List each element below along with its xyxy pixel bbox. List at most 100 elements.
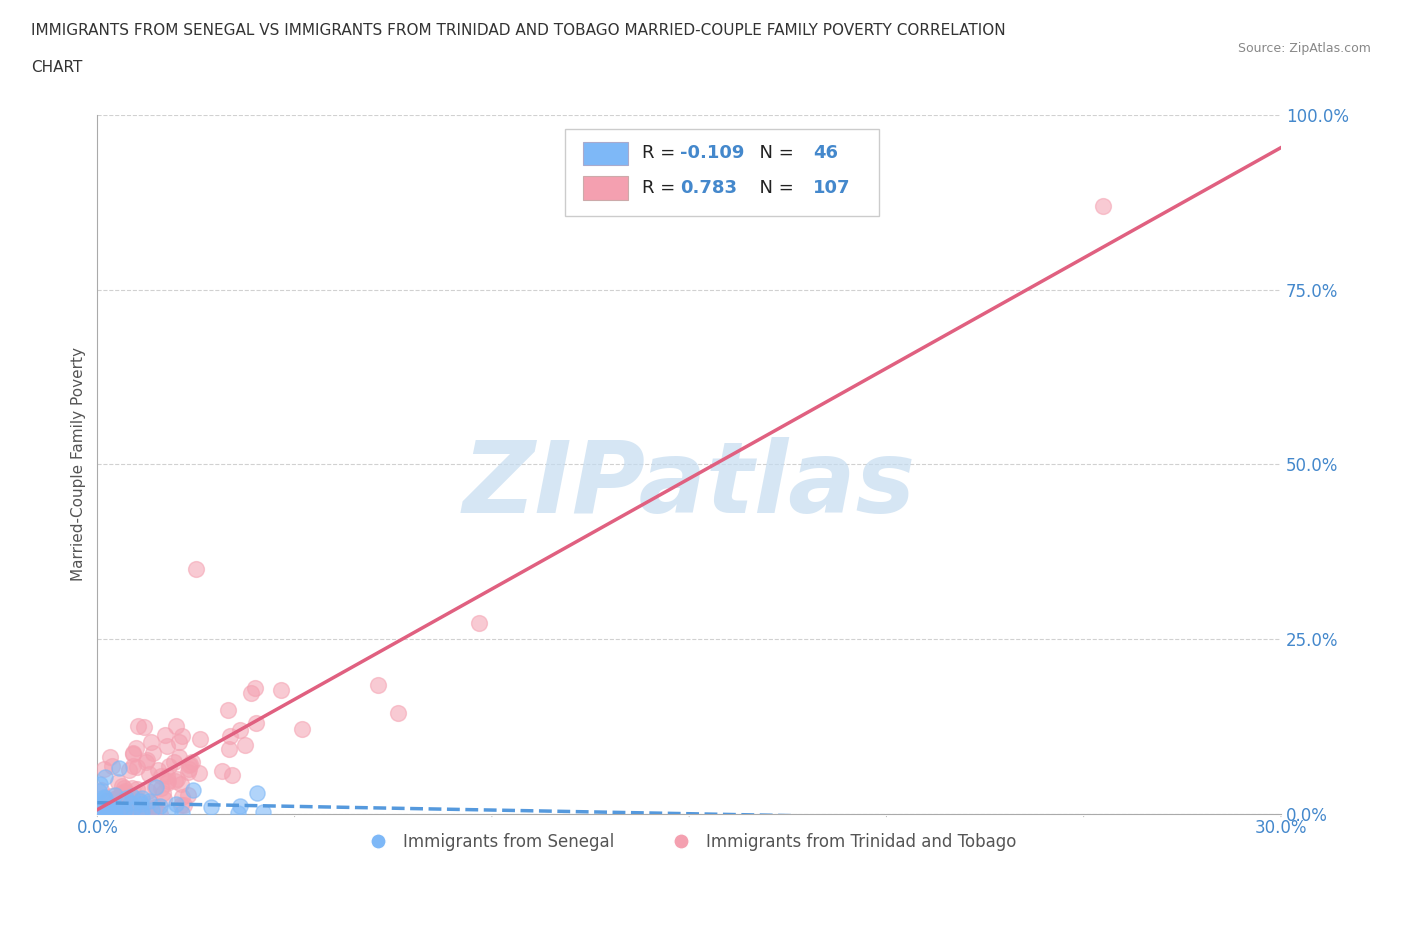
Point [125, 781, 148, 796]
Point [1092, 198, 1115, 213]
Text: IMMIGRANTS FROM SENEGAL VS IMMIGRANTS FROM TRINIDAD AND TOBAGO MARRIED-COUPLE FA: IMMIGRANTS FROM SENEGAL VS IMMIGRANTS FR… [31, 23, 1005, 38]
Point [87, 806, 110, 821]
Point [170, 729, 193, 744]
Point [117, 763, 139, 777]
Point [127, 719, 149, 734]
Point [115, 786, 138, 801]
Point [142, 746, 165, 761]
FancyBboxPatch shape [582, 141, 627, 166]
Text: 46: 46 [814, 144, 838, 163]
Point [156, 738, 179, 753]
Point [125, 792, 148, 807]
Point [103, 798, 125, 813]
Point [138, 766, 160, 781]
Point [103, 788, 125, 803]
Point [127, 760, 149, 775]
Point [103, 803, 125, 817]
Point [87, 805, 110, 820]
Point [89, 777, 111, 791]
Point [98, 799, 121, 814]
Point [138, 793, 160, 808]
Point [131, 804, 153, 819]
Point [188, 765, 211, 780]
Point [101, 806, 124, 821]
Point [252, 804, 274, 819]
Point [121, 781, 143, 796]
Point [98, 750, 121, 764]
Point [118, 806, 141, 821]
Point [233, 737, 256, 752]
Point [177, 762, 200, 777]
Point [132, 720, 155, 735]
Point [143, 802, 166, 817]
Point [114, 780, 136, 795]
Point [188, 731, 211, 746]
Point [90, 802, 112, 817]
Point [112, 786, 135, 801]
Point [121, 745, 143, 760]
Point [110, 786, 132, 801]
Point [135, 752, 157, 767]
Point [221, 768, 243, 783]
Point [150, 768, 173, 783]
Point [125, 796, 148, 811]
Point [115, 790, 138, 805]
Point [114, 784, 136, 799]
Point [93, 790, 115, 804]
Point [367, 677, 389, 692]
Point [122, 759, 145, 774]
Point [143, 800, 166, 815]
Point [218, 742, 240, 757]
Text: Source: ZipAtlas.com: Source: ZipAtlas.com [1237, 42, 1371, 55]
Point [246, 786, 269, 801]
Point [169, 735, 191, 750]
Point [165, 719, 187, 734]
Point [270, 683, 292, 698]
Point [94, 790, 117, 805]
Point [100, 759, 122, 774]
Point [112, 793, 135, 808]
Point [150, 780, 173, 795]
Point [122, 747, 145, 762]
Point [141, 803, 163, 817]
Point [96, 802, 118, 817]
Point [156, 775, 179, 790]
Point [93, 806, 115, 821]
Point [87, 783, 110, 798]
Point [104, 790, 127, 805]
Point [240, 685, 263, 700]
Text: -0.109: -0.109 [679, 144, 744, 163]
Point [170, 806, 193, 821]
Legend: Immigrants from Senegal, Immigrants from Trinidad and Tobago: Immigrants from Senegal, Immigrants from… [354, 827, 1024, 857]
Point [153, 791, 176, 806]
Point [229, 799, 252, 814]
Point [145, 779, 167, 794]
Point [96, 802, 118, 817]
Text: R =: R = [641, 144, 681, 163]
Point [177, 757, 200, 772]
Point [157, 774, 180, 789]
Point [94, 806, 117, 821]
Point [118, 796, 141, 811]
Y-axis label: Married-Couple Family Poverty: Married-Couple Family Poverty [72, 348, 86, 581]
Text: N =: N = [748, 179, 800, 197]
Point [94, 770, 117, 785]
Point [200, 800, 222, 815]
Point [170, 777, 193, 791]
Point [387, 705, 409, 720]
Point [170, 790, 193, 804]
Point [129, 804, 152, 819]
Point [108, 803, 131, 817]
Point [219, 728, 242, 743]
Point [243, 681, 266, 696]
Point [135, 755, 157, 770]
Point [143, 779, 166, 794]
Point [134, 806, 156, 821]
Point [127, 802, 149, 817]
Point [211, 764, 233, 778]
Point [114, 789, 136, 804]
Point [146, 763, 169, 777]
Text: ZIPatlas: ZIPatlas [463, 437, 915, 534]
Text: 0.783: 0.783 [679, 179, 737, 197]
Point [90, 806, 112, 821]
